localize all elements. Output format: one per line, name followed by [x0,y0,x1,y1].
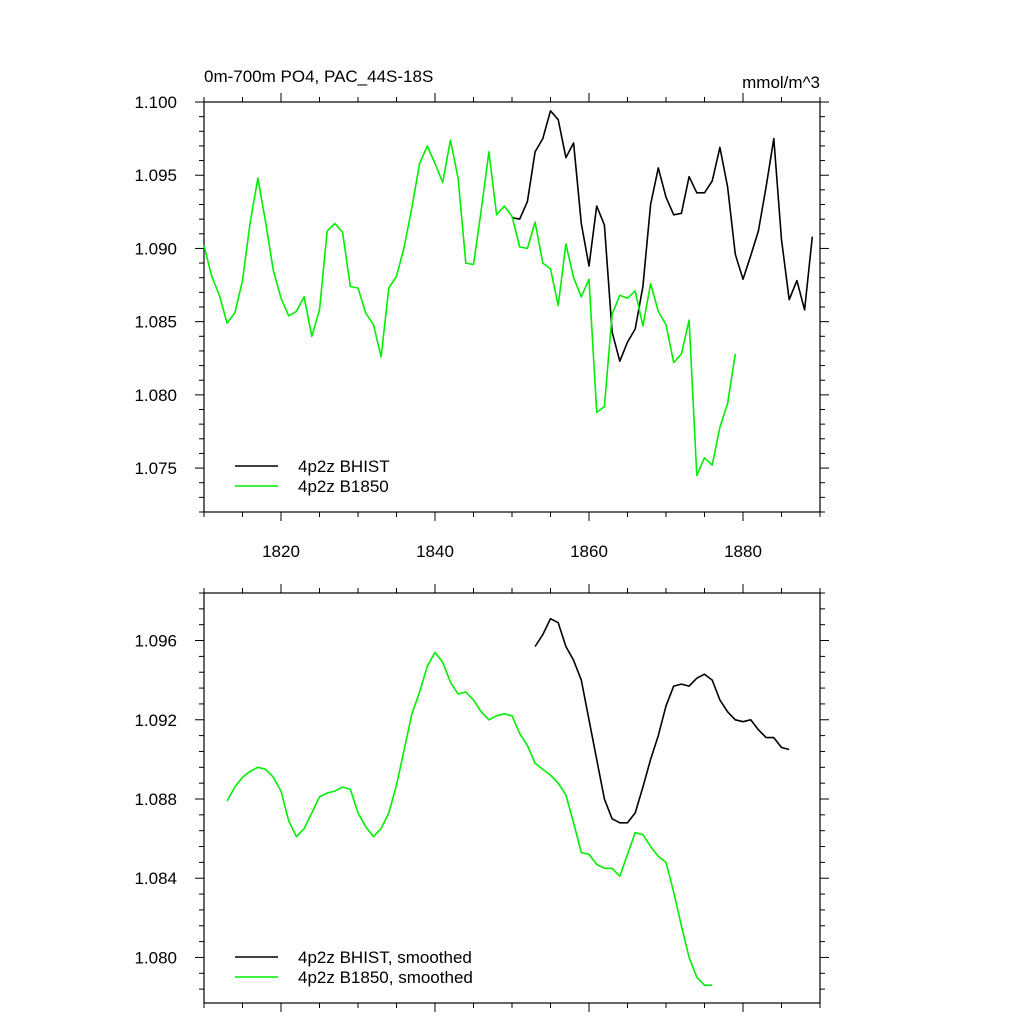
series-line-bhist [534,617,790,824]
y-tick-label: 1.096 [134,632,177,651]
x-tick-label: 1820 [262,542,300,561]
y-tick-label: 1.090 [134,239,177,258]
plot-frame [203,101,821,513]
legend-label: 4p2z B1850 [298,477,389,496]
y-tick-label: 1.095 [134,166,177,185]
legend-label: 4p2z BHIST [298,457,390,476]
units-label: mmol/m^3 [742,73,820,92]
chart-panel-top: 1820 1840 1860 1880 1.075 1.080 1.085 1.090 1.09… [134,67,829,561]
y-tick-label: 1.085 [134,313,177,332]
y-tick-label: 1.088 [134,790,177,809]
y-tick-label: 1.092 [134,711,177,730]
chart-title: 0m-700m PO4, PAC_44S-18S [204,67,433,86]
y-tick-label: 1.075 [134,459,177,478]
plot-frame [203,592,821,1004]
y-tick-label: 1.080 [134,386,177,405]
y-tick-label: 1.100 [134,93,177,112]
y-tick-label: 1.084 [134,869,177,888]
series-line-b1850 [203,139,737,477]
series-line-bhist [511,110,814,363]
x-tick-label: 1860 [570,542,608,561]
chart-panel-bottom: 1.080 1.084 1.088 1.092 1.096 4p2z BHIST, smo… [134,584,829,1012]
legend-label: 4p2z B1850, smoothed [298,968,473,987]
legend-label: 4p2z BHIST, smoothed [298,948,472,967]
y-tick-label: 1.080 [134,948,177,967]
x-tick-label: 1840 [416,542,454,561]
x-tick-label: 1880 [724,542,762,561]
series-line-b1850 [226,651,713,987]
